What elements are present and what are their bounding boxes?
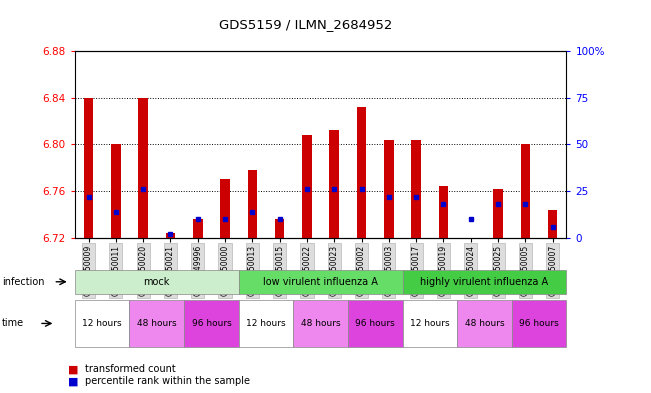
Text: 96 hours: 96 hours — [355, 319, 395, 328]
Text: 96 hours: 96 hours — [519, 319, 559, 328]
Text: 12 hours: 12 hours — [83, 319, 122, 328]
Text: 48 hours: 48 hours — [301, 319, 340, 328]
Bar — [111, 145, 120, 238]
Bar — [329, 130, 339, 238]
Bar — [193, 219, 202, 238]
Bar — [84, 98, 93, 238]
Bar — [411, 140, 421, 238]
Bar — [247, 170, 257, 238]
Bar — [384, 140, 394, 238]
Text: 48 hours: 48 hours — [465, 319, 505, 328]
Text: ■: ■ — [68, 376, 79, 386]
Text: infection: infection — [2, 277, 44, 287]
Bar — [165, 233, 175, 238]
Text: 48 hours: 48 hours — [137, 319, 176, 328]
Bar — [220, 180, 230, 238]
Bar — [493, 189, 503, 238]
Text: percentile rank within the sample: percentile rank within the sample — [85, 376, 249, 386]
Text: transformed count: transformed count — [85, 364, 175, 375]
Text: time: time — [2, 318, 24, 329]
Text: ■: ■ — [68, 364, 79, 375]
Bar — [548, 210, 557, 238]
Text: 12 hours: 12 hours — [410, 319, 450, 328]
Bar — [439, 186, 449, 238]
Text: GDS5159 / ILMN_2684952: GDS5159 / ILMN_2684952 — [219, 18, 393, 31]
Bar — [139, 98, 148, 238]
Text: 12 hours: 12 hours — [246, 319, 286, 328]
Text: 96 hours: 96 hours — [191, 319, 231, 328]
Text: mock: mock — [144, 277, 170, 287]
Bar — [275, 219, 284, 238]
Text: low virulent influenza A: low virulent influenza A — [263, 277, 378, 287]
Text: highly virulent influenza A: highly virulent influenza A — [421, 277, 549, 287]
Bar — [357, 107, 367, 238]
Bar — [302, 135, 312, 238]
Bar — [521, 145, 530, 238]
